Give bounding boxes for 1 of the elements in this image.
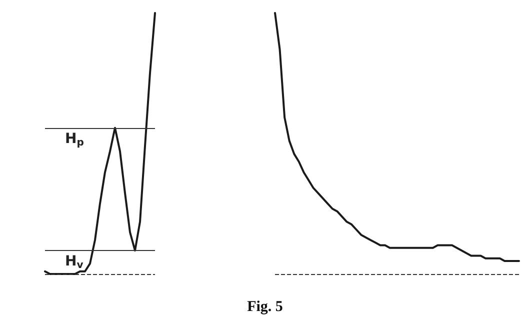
text: Fig. 5	[247, 299, 283, 315]
